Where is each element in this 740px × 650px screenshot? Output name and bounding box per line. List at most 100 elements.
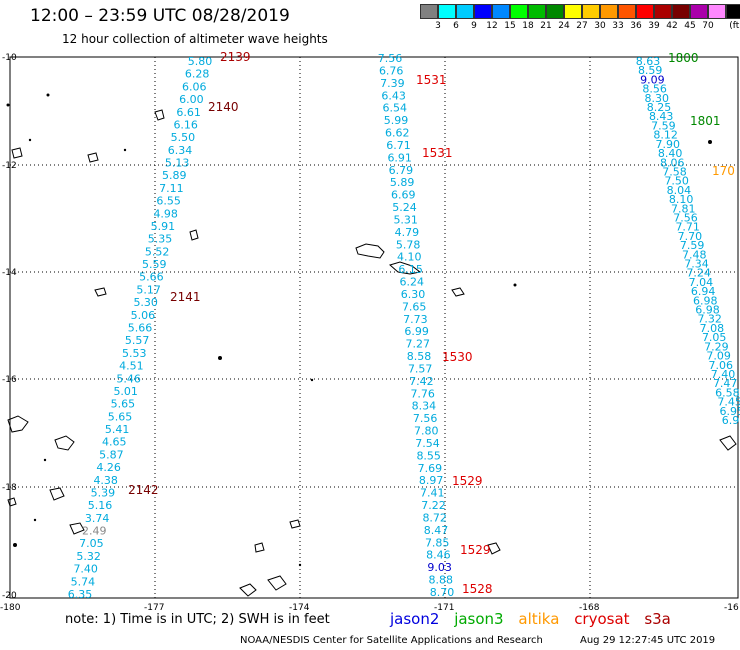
lat-label: -12 — [2, 161, 17, 171]
wave-height-value: 5.35 — [148, 233, 173, 246]
wave-height-value: 6.24 — [400, 276, 425, 289]
island-samoa-upolu — [355, 243, 385, 259]
legend-swatch — [636, 4, 654, 19]
wave-height-value: 6.99 — [404, 325, 429, 338]
wave-height-value: 7.40 — [73, 563, 98, 576]
wave-height-value: 7.81 — [671, 202, 696, 215]
wave-height-value: 7.57 — [408, 363, 433, 376]
wave-height-value: 7.59 — [680, 239, 705, 252]
wave-height-value: 5.06 — [131, 309, 156, 322]
legend-label: 45 — [684, 21, 696, 31]
legend-label: 9 — [471, 21, 477, 31]
wave-height-value: 4.65 — [102, 436, 127, 449]
wave-height-value: 8.63 — [636, 55, 661, 68]
wave-height-value: 5.01 — [113, 385, 138, 398]
island-small-4 — [87, 152, 99, 163]
wave-height-value: 5.66 — [139, 271, 164, 284]
sat-altika: altika — [518, 610, 560, 628]
island-small-3 — [11, 147, 23, 159]
satellite-legend: jason2 jason3 altika cryosat s3a — [390, 610, 681, 628]
wave-height-value: 5.24 — [392, 201, 417, 214]
legend-label: 12 — [486, 21, 498, 31]
lon-label: -174 — [289, 603, 310, 613]
wave-height-value: 7.39 — [380, 77, 405, 90]
legend-label: 33 — [612, 21, 624, 31]
lat-label: -16 — [2, 375, 17, 385]
credit-time: Aug 29 12:27:45 UTC 2019 — [580, 635, 716, 646]
legend-label: 70 — [702, 21, 714, 31]
island-small-9 — [7, 497, 17, 507]
wave-height-value: 8.34 — [412, 400, 437, 413]
wave-height-value: 5.32 — [76, 550, 101, 563]
sat-s3a: s3a — [644, 610, 671, 628]
island-small-6 — [69, 522, 85, 535]
wave-height-value: 8.59 — [638, 64, 663, 77]
time-label: 170 — [712, 164, 735, 178]
lon-label: -180 — [0, 603, 21, 613]
time-label: 1801 — [690, 114, 721, 128]
wave-height-value: 8.47 — [424, 524, 449, 537]
island-small-2 — [451, 287, 465, 297]
legend-swatch — [564, 4, 582, 19]
dots — [6, 93, 712, 567]
legend-label: 6 — [453, 21, 459, 31]
wave-height-value: 4.26 — [96, 461, 121, 474]
island-tonga — [239, 583, 257, 597]
legend-label: 15 — [504, 21, 516, 31]
wave-height-value: 7.70 — [678, 230, 703, 243]
lat-label: -14 — [2, 268, 17, 278]
islands — [7, 109, 737, 597]
wave-height-value: 6.91 — [387, 151, 412, 164]
wave-height-value: 4.51 — [119, 360, 144, 373]
wave-height-value: 8.72 — [422, 512, 447, 525]
wave-height-value: 8.40 — [658, 147, 683, 160]
legend-swatches — [420, 4, 740, 19]
wave-height-value: 6.98 — [695, 304, 720, 317]
legend-swatch — [600, 4, 618, 19]
wave-height-value: 8.43 — [649, 110, 674, 123]
wave-height-value: 7.85 — [425, 536, 450, 549]
wave-height-value: 7.24 — [686, 267, 711, 280]
wave-height-value: 7.45 — [717, 396, 740, 409]
wave-height-value: 5.99 — [384, 114, 409, 127]
sat-cryosat: cryosat — [574, 610, 630, 628]
wave-height-value: 7.42 — [409, 375, 434, 388]
wave-height-value: 7.58 — [662, 166, 687, 179]
legend-swatch — [420, 4, 438, 19]
island-small-5 — [49, 487, 65, 501]
wave-height-value: 5.59 — [142, 258, 167, 271]
wave-height-value: 5.17 — [136, 283, 161, 296]
legend-swatch — [582, 4, 600, 19]
wave-height-value: 6.95 — [720, 405, 740, 418]
wave-height-value: 7.11 — [159, 182, 184, 195]
wave-height-value: 7.54 — [415, 437, 440, 450]
wave-height-value: 4.38 — [93, 474, 118, 487]
wave-height-value: 7.48 — [682, 248, 707, 261]
wave-height-value: 5.53 — [122, 347, 147, 360]
wave-height-value: 9.03 — [427, 561, 452, 574]
wave-height-value: 6.06 — [182, 80, 207, 93]
lon-label: -171 — [434, 603, 454, 613]
wave-height-value: 6.43 — [381, 89, 406, 102]
time-label: 2140 — [208, 100, 239, 114]
legend-swatch — [546, 4, 564, 19]
footer-note: note: 1) Time is in UTC; 2) SWH is in fe… — [65, 612, 330, 627]
island-fiji — [7, 415, 29, 433]
island-futuna — [154, 109, 165, 121]
wave-height-value: 8.06 — [660, 156, 685, 169]
time-label: 1530 — [442, 350, 473, 364]
credit: NOAA/NESDIS Center for Satellite Applica… — [240, 635, 543, 646]
wave-height-value: 5.46 — [116, 372, 141, 385]
wave-height-value: 7.59 — [651, 119, 676, 132]
wave-height-value: 6.00 — [179, 93, 204, 106]
time-layer: 2139 2140 2141 2142 1531 1531 1530 1529 1529 1528… — [128, 50, 735, 596]
wave-height-value: 6.55 — [156, 195, 181, 208]
wave-height-value: 6.79 — [389, 164, 414, 177]
legend-swatch — [492, 4, 510, 19]
legend-label: 30 — [594, 21, 606, 31]
wave-height-value: 7.06 — [709, 359, 734, 372]
time-label: 2141 — [170, 290, 201, 304]
wave-height-value: 5.50 — [171, 131, 196, 144]
